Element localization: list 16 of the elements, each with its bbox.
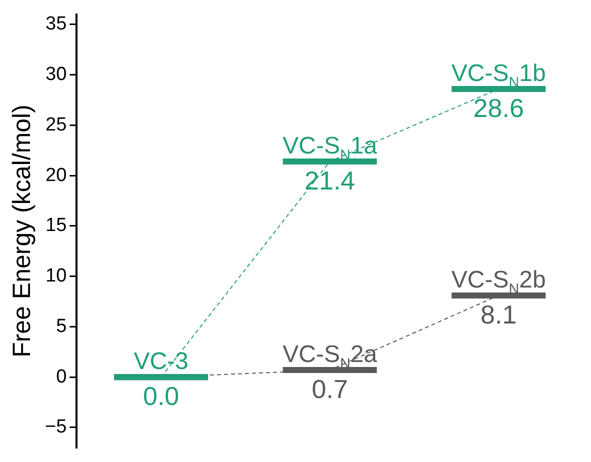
y-tick-label: 10 (46, 266, 67, 287)
annotation: VC-3 (134, 348, 188, 376)
data-label: 21.4 (304, 165, 356, 196)
y-tick-label: 15 (46, 215, 67, 236)
data-label: 0.7 (312, 374, 348, 404)
y-tick-label: 20 (46, 164, 67, 186)
data-label: 0.0 (142, 381, 180, 412)
y-tick-label: 35 (46, 14, 67, 35)
data-label: 8.1 (480, 299, 517, 330)
y-axis-title: Free Energy (kcal/mol) (8, 104, 36, 358)
data-label: 28.6 (473, 92, 524, 123)
y-tick-label: 30 (46, 64, 67, 86)
y-tick-label: 0 (56, 366, 67, 388)
y-tick-label: 25 (46, 114, 67, 136)
y-tick-label: 5 (56, 316, 67, 337)
y-tick-label: −5 (44, 416, 67, 438)
